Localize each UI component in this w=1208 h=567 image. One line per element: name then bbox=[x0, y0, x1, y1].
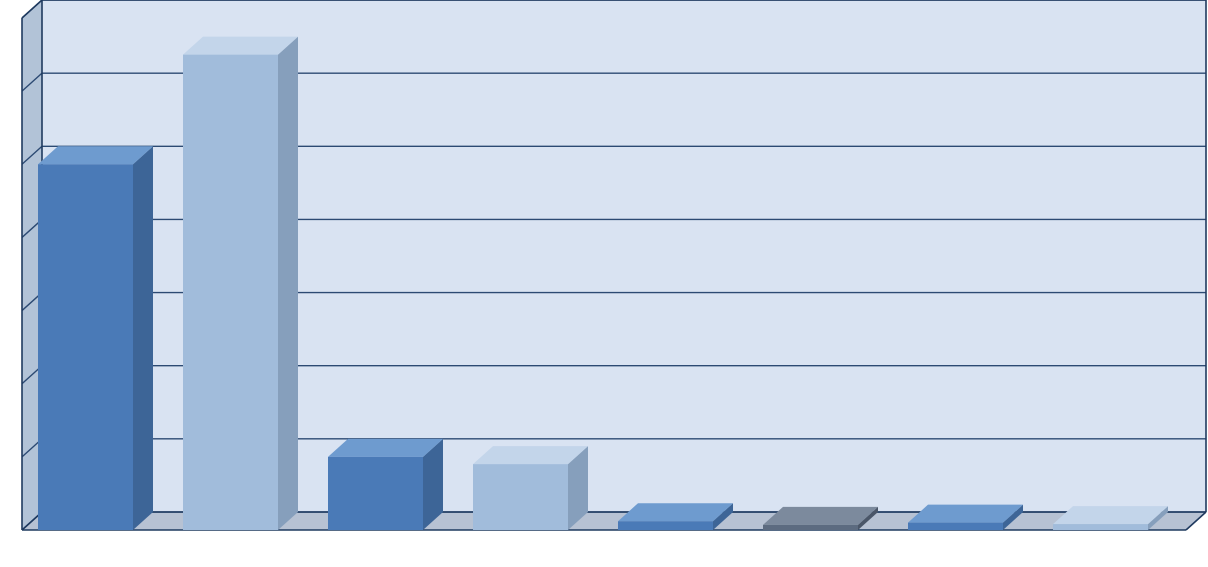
bar-top bbox=[183, 37, 298, 55]
bar-top bbox=[908, 505, 1023, 523]
bar-side bbox=[278, 37, 298, 530]
bar bbox=[328, 439, 443, 530]
bar bbox=[473, 446, 588, 530]
bar-front bbox=[473, 464, 568, 530]
bar-front bbox=[328, 457, 423, 530]
bar bbox=[183, 37, 298, 530]
bar-front bbox=[763, 525, 858, 530]
bar bbox=[38, 146, 153, 530]
bar-top bbox=[328, 439, 443, 457]
bar bbox=[908, 505, 1023, 530]
bar-top bbox=[473, 446, 588, 464]
bar-front bbox=[908, 523, 1003, 530]
chart-svg bbox=[0, 0, 1208, 567]
bar-side bbox=[133, 146, 153, 530]
bar bbox=[763, 507, 878, 530]
bar bbox=[618, 503, 733, 530]
bar-top bbox=[38, 146, 153, 164]
bar bbox=[1053, 506, 1168, 530]
bar-top bbox=[618, 503, 733, 521]
bar-top bbox=[763, 507, 878, 525]
bar-top bbox=[1053, 506, 1168, 524]
bar-front bbox=[38, 164, 133, 530]
bar-front bbox=[618, 521, 713, 530]
bar-front bbox=[183, 55, 278, 530]
bar-chart-3d bbox=[0, 0, 1208, 567]
bar-front bbox=[1053, 524, 1148, 530]
